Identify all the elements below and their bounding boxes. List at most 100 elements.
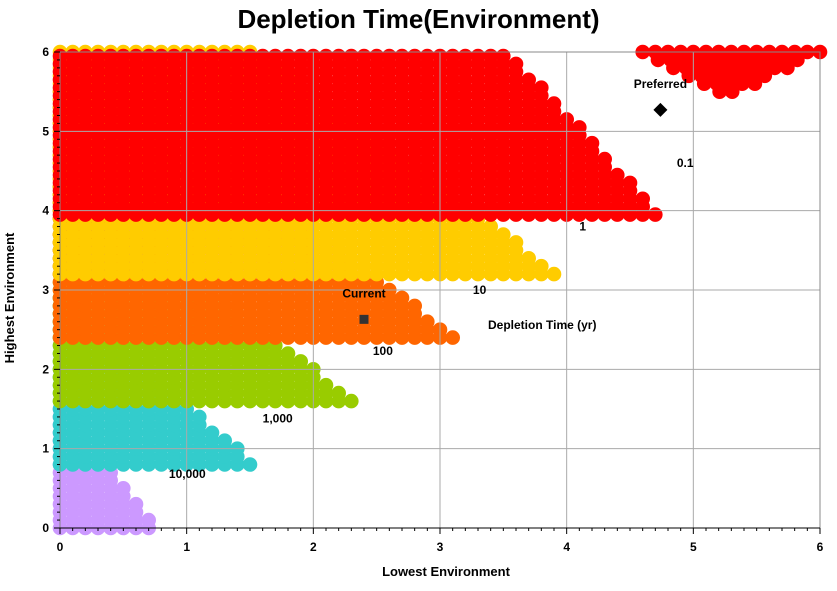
contour-label: 100 [373, 344, 393, 358]
data-dot [508, 56, 524, 72]
x-tick-label: 2 [310, 540, 317, 554]
data-dot [217, 48, 232, 64]
data-dot [610, 167, 625, 183]
data-dot [790, 52, 805, 68]
y-tick-label: 0 [42, 521, 49, 535]
data-dot [356, 48, 372, 64]
data-dot [622, 175, 638, 191]
data-dot [369, 48, 385, 64]
data-dot [217, 433, 232, 449]
data-dot [546, 266, 562, 282]
data-dot [318, 48, 334, 64]
tick-labels: 0 1 2 3 4 5 6 0 1 2 3 4 5 6 [42, 45, 823, 554]
data-dot [344, 393, 359, 409]
region-0.1-dots [52, 48, 663, 222]
data-dot [483, 48, 499, 64]
data-dot [757, 68, 773, 84]
data-dot [116, 481, 131, 496]
data-dot [724, 84, 740, 99]
data-dot [293, 48, 309, 64]
data-dot [508, 235, 524, 250]
data-dot [103, 48, 118, 64]
data-dot [204, 425, 220, 441]
data-dot [280, 346, 296, 361]
data-dot [255, 48, 270, 64]
y-tick-label: 6 [42, 45, 49, 59]
data-dot [204, 48, 220, 64]
preferred-marker [653, 102, 668, 117]
data-dot [242, 48, 258, 64]
x-tick-label: 4 [563, 540, 570, 554]
data-dot [420, 48, 435, 64]
data-dot [230, 48, 245, 64]
data-dot [650, 52, 666, 68]
legend-title: Depletion Time (yr) [488, 318, 596, 332]
data-dot [420, 314, 435, 330]
preferred-label: Preferred [634, 77, 687, 91]
data-dot [166, 48, 182, 64]
data-dot [293, 354, 309, 369]
data-dot [407, 298, 423, 314]
y-tick-label: 5 [42, 124, 49, 138]
data-dot [458, 48, 473, 64]
data-dot [344, 48, 359, 64]
data-dot [128, 496, 144, 512]
data-dot [192, 409, 207, 425]
data-dot [521, 250, 536, 266]
marker-points: Current Preferred [342, 77, 687, 324]
data-dot [534, 258, 549, 274]
x-axis-label: Lowest Environment [382, 564, 511, 579]
y-tick-label: 3 [42, 283, 49, 297]
data-dot [192, 48, 207, 64]
x-tick-label: 6 [817, 540, 824, 554]
data-dot [597, 151, 612, 167]
data-dot [534, 80, 549, 95]
data-dot [331, 385, 347, 401]
data-dot [584, 135, 600, 151]
region-0.1-upper-dots [635, 44, 828, 99]
x-tick-label: 0 [57, 540, 64, 554]
y-tick-label: 1 [42, 442, 49, 456]
data-dot [128, 48, 144, 64]
data-dot [445, 330, 461, 345]
contour-label: 10 [473, 283, 487, 297]
y-tick-label: 2 [42, 362, 49, 376]
data-dot [496, 227, 511, 242]
data-dot [90, 48, 106, 64]
data-dot [331, 48, 347, 64]
data-dot [116, 48, 131, 64]
data-dot [154, 48, 169, 64]
y-axis-label: Highest Environment [2, 232, 17, 363]
contour-label: 1,000 [263, 412, 293, 426]
data-dot [734, 76, 750, 91]
contour-label: 1 [579, 220, 586, 234]
data-dot [78, 48, 93, 64]
data-dot [318, 377, 334, 393]
data-dot [242, 457, 258, 472]
x-tick-label: 3 [437, 540, 444, 554]
data-dot [65, 48, 80, 64]
data-dot [696, 76, 712, 91]
data-dot [496, 48, 511, 64]
chart-title: Depletion Time(Environment) [237, 4, 600, 34]
contour-label: 10,000 [169, 467, 206, 481]
data-dot [712, 84, 727, 99]
region-labels: 10,000 1,000 100 10 1 0.1 [169, 156, 694, 481]
contour-label: 0.1 [677, 156, 694, 170]
data-dot [747, 76, 763, 91]
data-dot [666, 60, 681, 76]
data-dot [483, 219, 499, 234]
data-dot [635, 191, 650, 207]
grid-lines [60, 52, 820, 528]
y-tick-label: 4 [42, 204, 49, 218]
data-dot [407, 48, 423, 64]
data-dot [572, 120, 587, 135]
data-dot [445, 48, 461, 64]
data-dot [394, 48, 410, 64]
data-dot [268, 48, 283, 64]
data-dot [546, 96, 562, 111]
data-dot [141, 48, 156, 64]
data-dot [648, 207, 663, 222]
data-dot [521, 72, 536, 88]
